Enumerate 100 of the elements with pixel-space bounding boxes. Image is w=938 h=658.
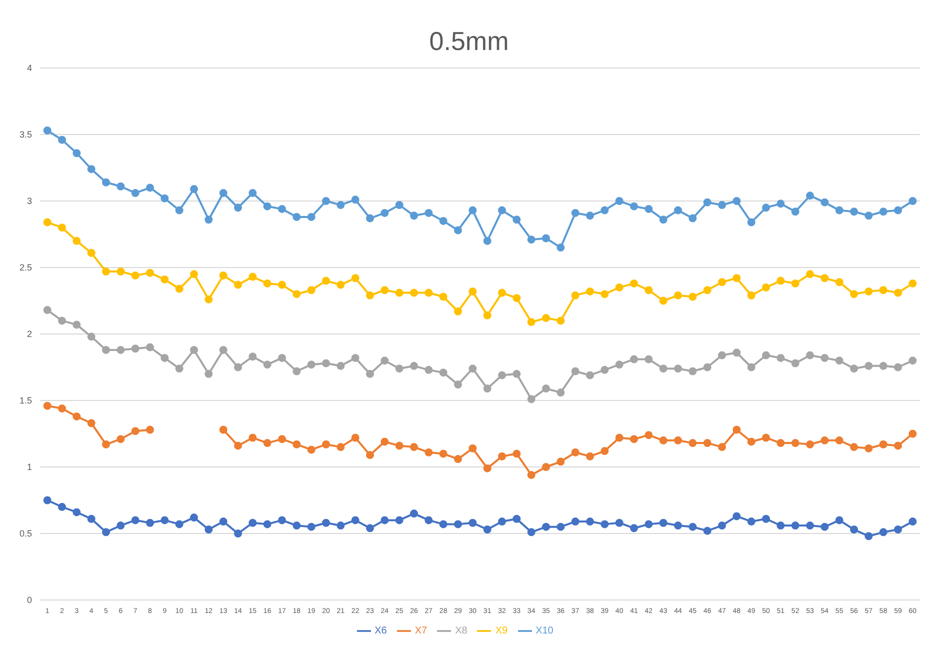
point [791,439,800,448]
point [307,446,316,454]
point [395,200,404,209]
point [630,279,638,288]
point [879,286,888,294]
point [806,351,814,360]
point [278,280,286,289]
point [703,198,712,206]
point [336,362,345,370]
point [556,522,565,531]
point [674,364,682,373]
point [630,435,638,444]
point [72,320,81,329]
point [864,287,873,296]
point [292,212,301,221]
point [791,359,800,368]
point [600,366,609,374]
point [424,366,433,374]
legend-label: X7 [414,626,428,637]
point [498,518,506,526]
point [498,371,506,380]
point [615,283,624,292]
point [263,439,272,448]
point [571,208,580,217]
point [776,276,785,285]
point [160,354,169,362]
point [439,450,448,458]
point [732,426,741,434]
point [527,236,536,244]
point [43,126,52,135]
point [762,204,770,212]
point [131,344,140,353]
point [219,518,228,526]
point [87,165,96,174]
point [600,520,609,528]
point [322,197,330,205]
point [586,371,594,380]
point [234,530,242,538]
point [190,270,198,278]
point [322,276,330,285]
point [204,216,213,224]
point [87,419,96,428]
point [395,442,404,450]
point [908,356,917,365]
point [894,526,902,534]
point [131,427,140,436]
point [395,364,404,373]
point [366,370,374,378]
point [146,268,154,277]
point [776,354,785,362]
point [498,288,506,297]
point [747,218,756,226]
point [102,267,110,276]
point [659,364,668,373]
point [263,279,272,288]
point [674,436,682,444]
point [219,189,228,198]
point [820,354,829,362]
point [791,522,800,530]
point [454,455,462,464]
point [146,426,154,434]
point [674,522,682,530]
point [454,520,462,528]
point [644,204,653,213]
point [278,435,286,444]
point [688,522,697,531]
point [762,434,770,442]
point [850,443,858,452]
point [72,149,81,158]
point [718,443,726,452]
point [732,197,741,205]
point [336,522,345,530]
point [410,510,418,518]
point [292,290,301,298]
point [336,280,345,289]
point [322,359,330,368]
point [439,292,448,301]
point [908,279,917,288]
point [512,216,521,224]
point [879,528,888,536]
point [806,270,814,278]
point [556,458,565,466]
point [454,226,462,234]
point [747,363,756,372]
point [630,524,638,532]
point [116,346,125,354]
point [527,395,536,404]
point [776,439,785,448]
point [307,360,316,369]
point [131,271,140,280]
point [248,189,257,198]
point [542,463,550,471]
legend-label: X8 [455,626,468,637]
point [468,206,477,214]
point [424,516,433,524]
point [307,522,316,531]
point [718,278,726,286]
point [674,206,682,214]
point [571,518,580,526]
point [454,307,462,316]
